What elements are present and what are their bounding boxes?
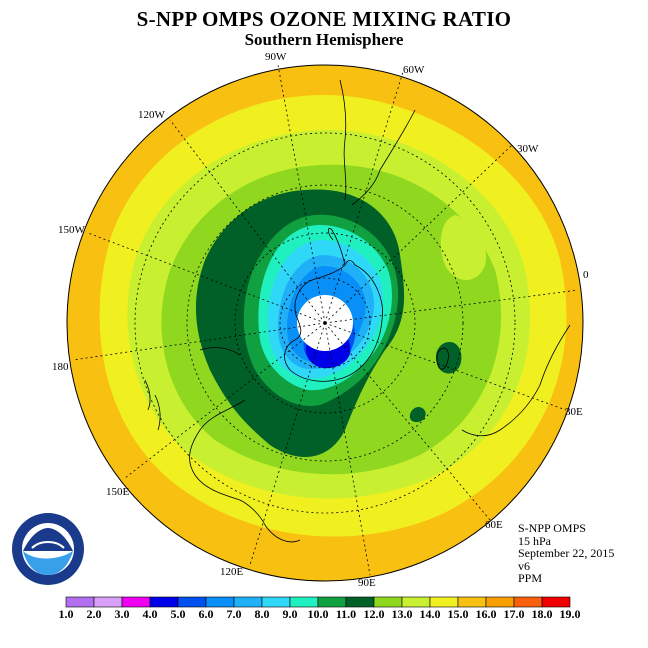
secondary-low-southeast bbox=[409, 407, 426, 423]
colorbar-swatch bbox=[149, 596, 179, 608]
colorbar-tick-label: 14.0 bbox=[419, 607, 441, 621]
lon-label-150e: 150E bbox=[106, 486, 130, 498]
colorbar-tick-label: 17.0 bbox=[503, 607, 525, 621]
new-zealand-coast bbox=[144, 379, 161, 431]
map-subtitle: Southern Hemisphere bbox=[244, 30, 404, 49]
colorbar-tick-label: 1.0 bbox=[58, 607, 74, 621]
colorbar-tick-label: 8.0 bbox=[254, 607, 270, 621]
colorbar-swatch bbox=[513, 596, 543, 608]
south-america-coast bbox=[339, 79, 416, 206]
contour-13-14-patch bbox=[440, 215, 486, 280]
australia-coast bbox=[189, 399, 301, 543]
ozone-contours bbox=[67, 65, 583, 581]
map-title: S-NPP OMPS OZONE MIXING RATIO bbox=[136, 7, 512, 31]
colorbar-swatch bbox=[373, 596, 403, 608]
graticule bbox=[72, 64, 579, 576]
info-block: S-NPP OMPS 15 hPa September 22, 2015 v6 … bbox=[518, 522, 614, 585]
colorbar-tick-label: 15.0 bbox=[447, 607, 469, 621]
colorbar-swatch bbox=[93, 596, 123, 608]
noaa-logo bbox=[12, 513, 84, 585]
colorbar-tick-label: 4.0 bbox=[142, 607, 158, 621]
map-border bbox=[66, 64, 584, 582]
colorbar-swatch bbox=[345, 596, 375, 608]
colorbar-tick-label: 6.0 bbox=[198, 607, 214, 621]
antarctic-peninsula bbox=[327, 227, 346, 266]
date-label: September 22, 2015 bbox=[518, 546, 615, 560]
colorbar-tick-label: 18.0 bbox=[531, 607, 553, 621]
lon-label-30e: 30E bbox=[565, 406, 583, 418]
longitude-labels: 90W 60W 30W 0 30E 60E 90E 120E 150E 180 … bbox=[52, 51, 589, 589]
colorbar-swatch bbox=[401, 596, 431, 608]
lon-label-60w: 60W bbox=[403, 64, 425, 76]
pressure-level: 15 hPa bbox=[518, 533, 551, 548]
colorbar-tick-label: 11.0 bbox=[335, 607, 357, 621]
lon-label-150w: 150W bbox=[58, 224, 86, 236]
colorbar-swatch bbox=[261, 596, 291, 608]
colorbar-tick-label: 13.0 bbox=[391, 607, 413, 621]
colorbar-swatch bbox=[457, 596, 487, 608]
colorbar-tick-label: 12.0 bbox=[363, 607, 385, 621]
lon-label-60e: 60E bbox=[485, 519, 503, 531]
colorbar-tick-label: 10.0 bbox=[307, 607, 329, 621]
colorbar-tick-label: 16.0 bbox=[475, 607, 497, 621]
colorbar-tick-label: 3.0 bbox=[114, 607, 130, 621]
colorbar-swatch bbox=[121, 596, 151, 608]
colorbar-tick-label: 7.0 bbox=[226, 607, 242, 621]
africa-coast bbox=[461, 324, 571, 437]
lon-label-120e: 120E bbox=[220, 566, 244, 578]
colorbar-swatch bbox=[289, 596, 319, 608]
colorbar-tick-label: 9.0 bbox=[282, 607, 298, 621]
antarctica-coast bbox=[284, 260, 383, 382]
colorbar-tick-label: 19.0 bbox=[559, 607, 581, 621]
colorbar-swatch bbox=[429, 596, 459, 608]
colorbar-swatch bbox=[317, 596, 347, 608]
colorbar-swatch bbox=[205, 596, 235, 608]
colorbar bbox=[65, 596, 571, 608]
lon-label-180: 180 bbox=[52, 361, 69, 373]
coastlines bbox=[144, 79, 571, 543]
instrument-label: S-NPP OMPS bbox=[518, 521, 586, 535]
ross-ice-shelf-edge bbox=[199, 347, 241, 356]
colorbar-swatch bbox=[541, 596, 571, 608]
units-label: PPM bbox=[518, 571, 543, 585]
colorbar-swatch bbox=[177, 596, 207, 608]
lon-label-0: 0 bbox=[583, 269, 589, 281]
colorbar-tick-label: 2.0 bbox=[86, 607, 102, 621]
madagascar-coast bbox=[436, 347, 449, 370]
lon-label-90w: 90W bbox=[265, 51, 287, 63]
colorbar-tick-label: 5.0 bbox=[170, 607, 186, 621]
colorbar-swatch bbox=[233, 596, 263, 608]
lon-label-120w: 120W bbox=[138, 109, 166, 121]
colorbar-swatch bbox=[65, 596, 95, 608]
lon-label-30w: 30W bbox=[517, 143, 539, 155]
lon-label-90e: 90E bbox=[358, 577, 376, 589]
version-label: v6 bbox=[518, 558, 530, 573]
colorbar-swatch bbox=[485, 596, 515, 608]
